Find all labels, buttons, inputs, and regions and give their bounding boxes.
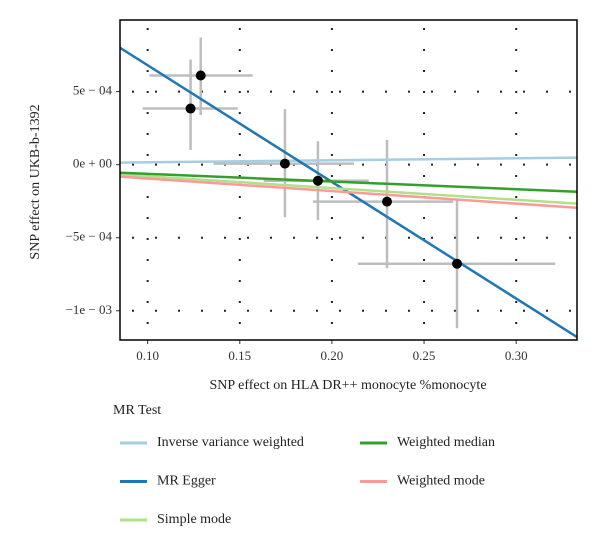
x-tick-label: 0.20 <box>321 348 344 363</box>
plot-border <box>119 19 578 341</box>
legend-title: MR Test <box>113 403 161 418</box>
legend-label: Weighted mode <box>397 474 485 489</box>
point <box>382 196 393 207</box>
fit-line <box>120 173 577 205</box>
x-axis-label: SNP effect on HLA DR++ monocyte %monocyt… <box>209 378 486 393</box>
y-tick-label: −1e − 03 <box>66 302 112 317</box>
point <box>279 158 290 169</box>
x-tick-label: 0.25 <box>413 348 436 363</box>
y-tick-label: −5e − 04 <box>66 229 113 244</box>
legend-label: MR Egger <box>157 474 216 489</box>
legend-label: Weighted median <box>397 435 495 450</box>
x-tick-label: 0.30 <box>505 348 528 363</box>
legend-label: Inverse variance weighted <box>157 435 304 450</box>
fit-line <box>120 171 577 193</box>
y-axis-label: SNP effect on UKB-b-1392 <box>28 104 43 259</box>
point <box>452 258 463 269</box>
x-tick-label: 0.15 <box>228 348 251 363</box>
point <box>185 103 196 114</box>
legend-label: Simple mode <box>157 512 231 527</box>
x-tick-label: 0.10 <box>136 348 159 363</box>
fit-line <box>120 156 577 164</box>
y-tick-label: 0e + 00 <box>73 156 112 171</box>
point <box>312 175 323 186</box>
fit-line <box>120 175 577 210</box>
point <box>195 70 206 81</box>
y-tick-label: 5e − 04 <box>73 83 113 98</box>
